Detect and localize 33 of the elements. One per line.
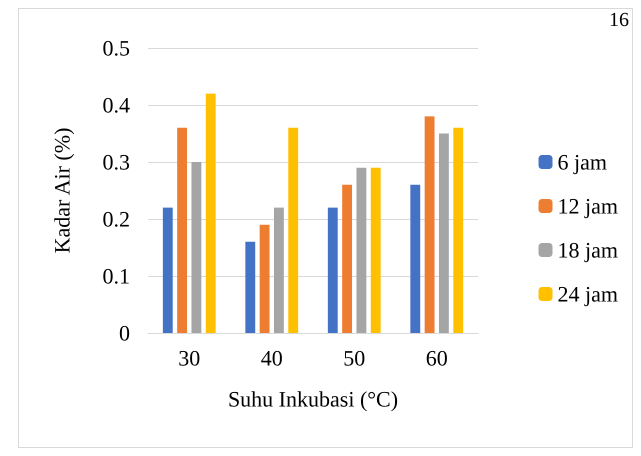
legend-label: 24 jam [558,282,618,306]
bar [410,184,420,333]
bar [438,134,449,333]
legend-label: 18 jam [558,238,618,262]
y-tick-label: 0.5 [102,36,130,60]
legend-label: 12 jam [558,194,618,218]
bar [453,128,464,333]
bar [342,184,352,333]
x-tick-label: 50 [343,346,366,370]
bar [424,116,435,333]
bar [370,168,381,333]
bar [356,168,366,333]
y-tick-label: 0.4 [102,92,130,118]
y-tick-label: 0.1 [102,264,130,288]
bar [177,128,188,333]
x-tick-label: 60 [426,346,448,370]
x-tick-label: 30 [178,346,200,370]
legend-label: 6 jam [558,150,608,174]
x-tick-label: 40 [260,346,283,370]
bar [206,94,216,333]
text: 16 [609,9,629,31]
x-axis-title: Suhu Inkubasi (°C) [228,386,398,412]
y-tick-label: 0 [119,320,130,346]
bar [288,128,298,333]
bar [274,208,284,333]
y-tick-label: 0.2 [102,206,130,232]
bar [260,224,270,333]
y-tick-label: 0.3 [102,150,130,174]
y-axis-title: Kadar Air (%) [50,128,74,254]
bar [245,242,256,333]
bar [162,208,173,333]
bar [328,208,338,333]
bar [191,162,202,333]
